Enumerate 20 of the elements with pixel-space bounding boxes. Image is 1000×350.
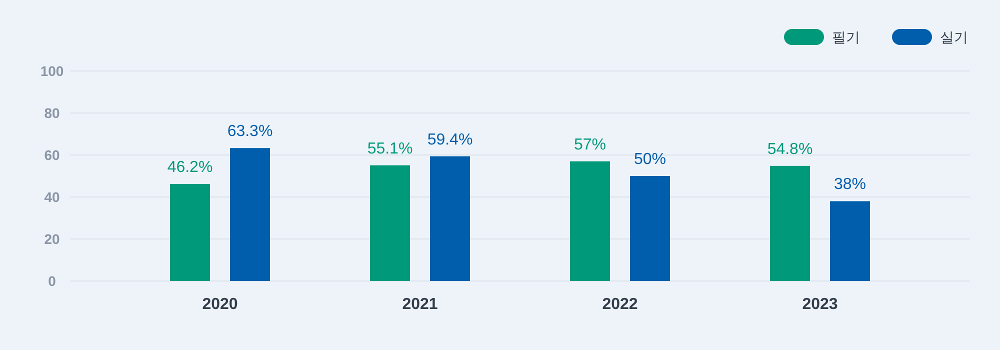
y-tick-label: 80 <box>44 105 60 121</box>
data-label: 57% <box>574 136 606 154</box>
y-tick-label: 0 <box>48 273 56 289</box>
x-tick-label: 2020 <box>202 296 238 313</box>
x-tick-label: 2022 <box>602 296 638 313</box>
data-label: 59.4% <box>427 131 473 148</box>
x-tick-label: 2023 <box>802 296 838 313</box>
y-tick-label: 40 <box>44 189 60 205</box>
data-label: 50% <box>634 151 666 168</box>
y-tick-label: 100 <box>40 63 64 79</box>
data-label: 54.8% <box>767 140 813 158</box>
data-label: 38% <box>834 176 866 194</box>
legend-label: 필기 <box>832 29 860 45</box>
x-tick-label: 2021 <box>402 296 438 313</box>
data-label: 63.3% <box>227 123 273 140</box>
y-tick-label: 20 <box>44 231 60 247</box>
data-label: 46.2% <box>167 158 213 176</box>
y-tick-label: 60 <box>44 147 60 163</box>
legend-label: 실기 <box>940 29 968 45</box>
data-label: 55.1% <box>367 140 413 158</box>
